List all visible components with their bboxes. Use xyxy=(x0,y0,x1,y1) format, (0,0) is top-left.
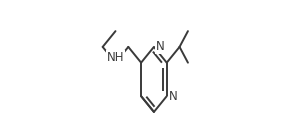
Text: N: N xyxy=(156,40,164,53)
Text: NH: NH xyxy=(107,51,124,64)
Text: N: N xyxy=(168,90,177,103)
